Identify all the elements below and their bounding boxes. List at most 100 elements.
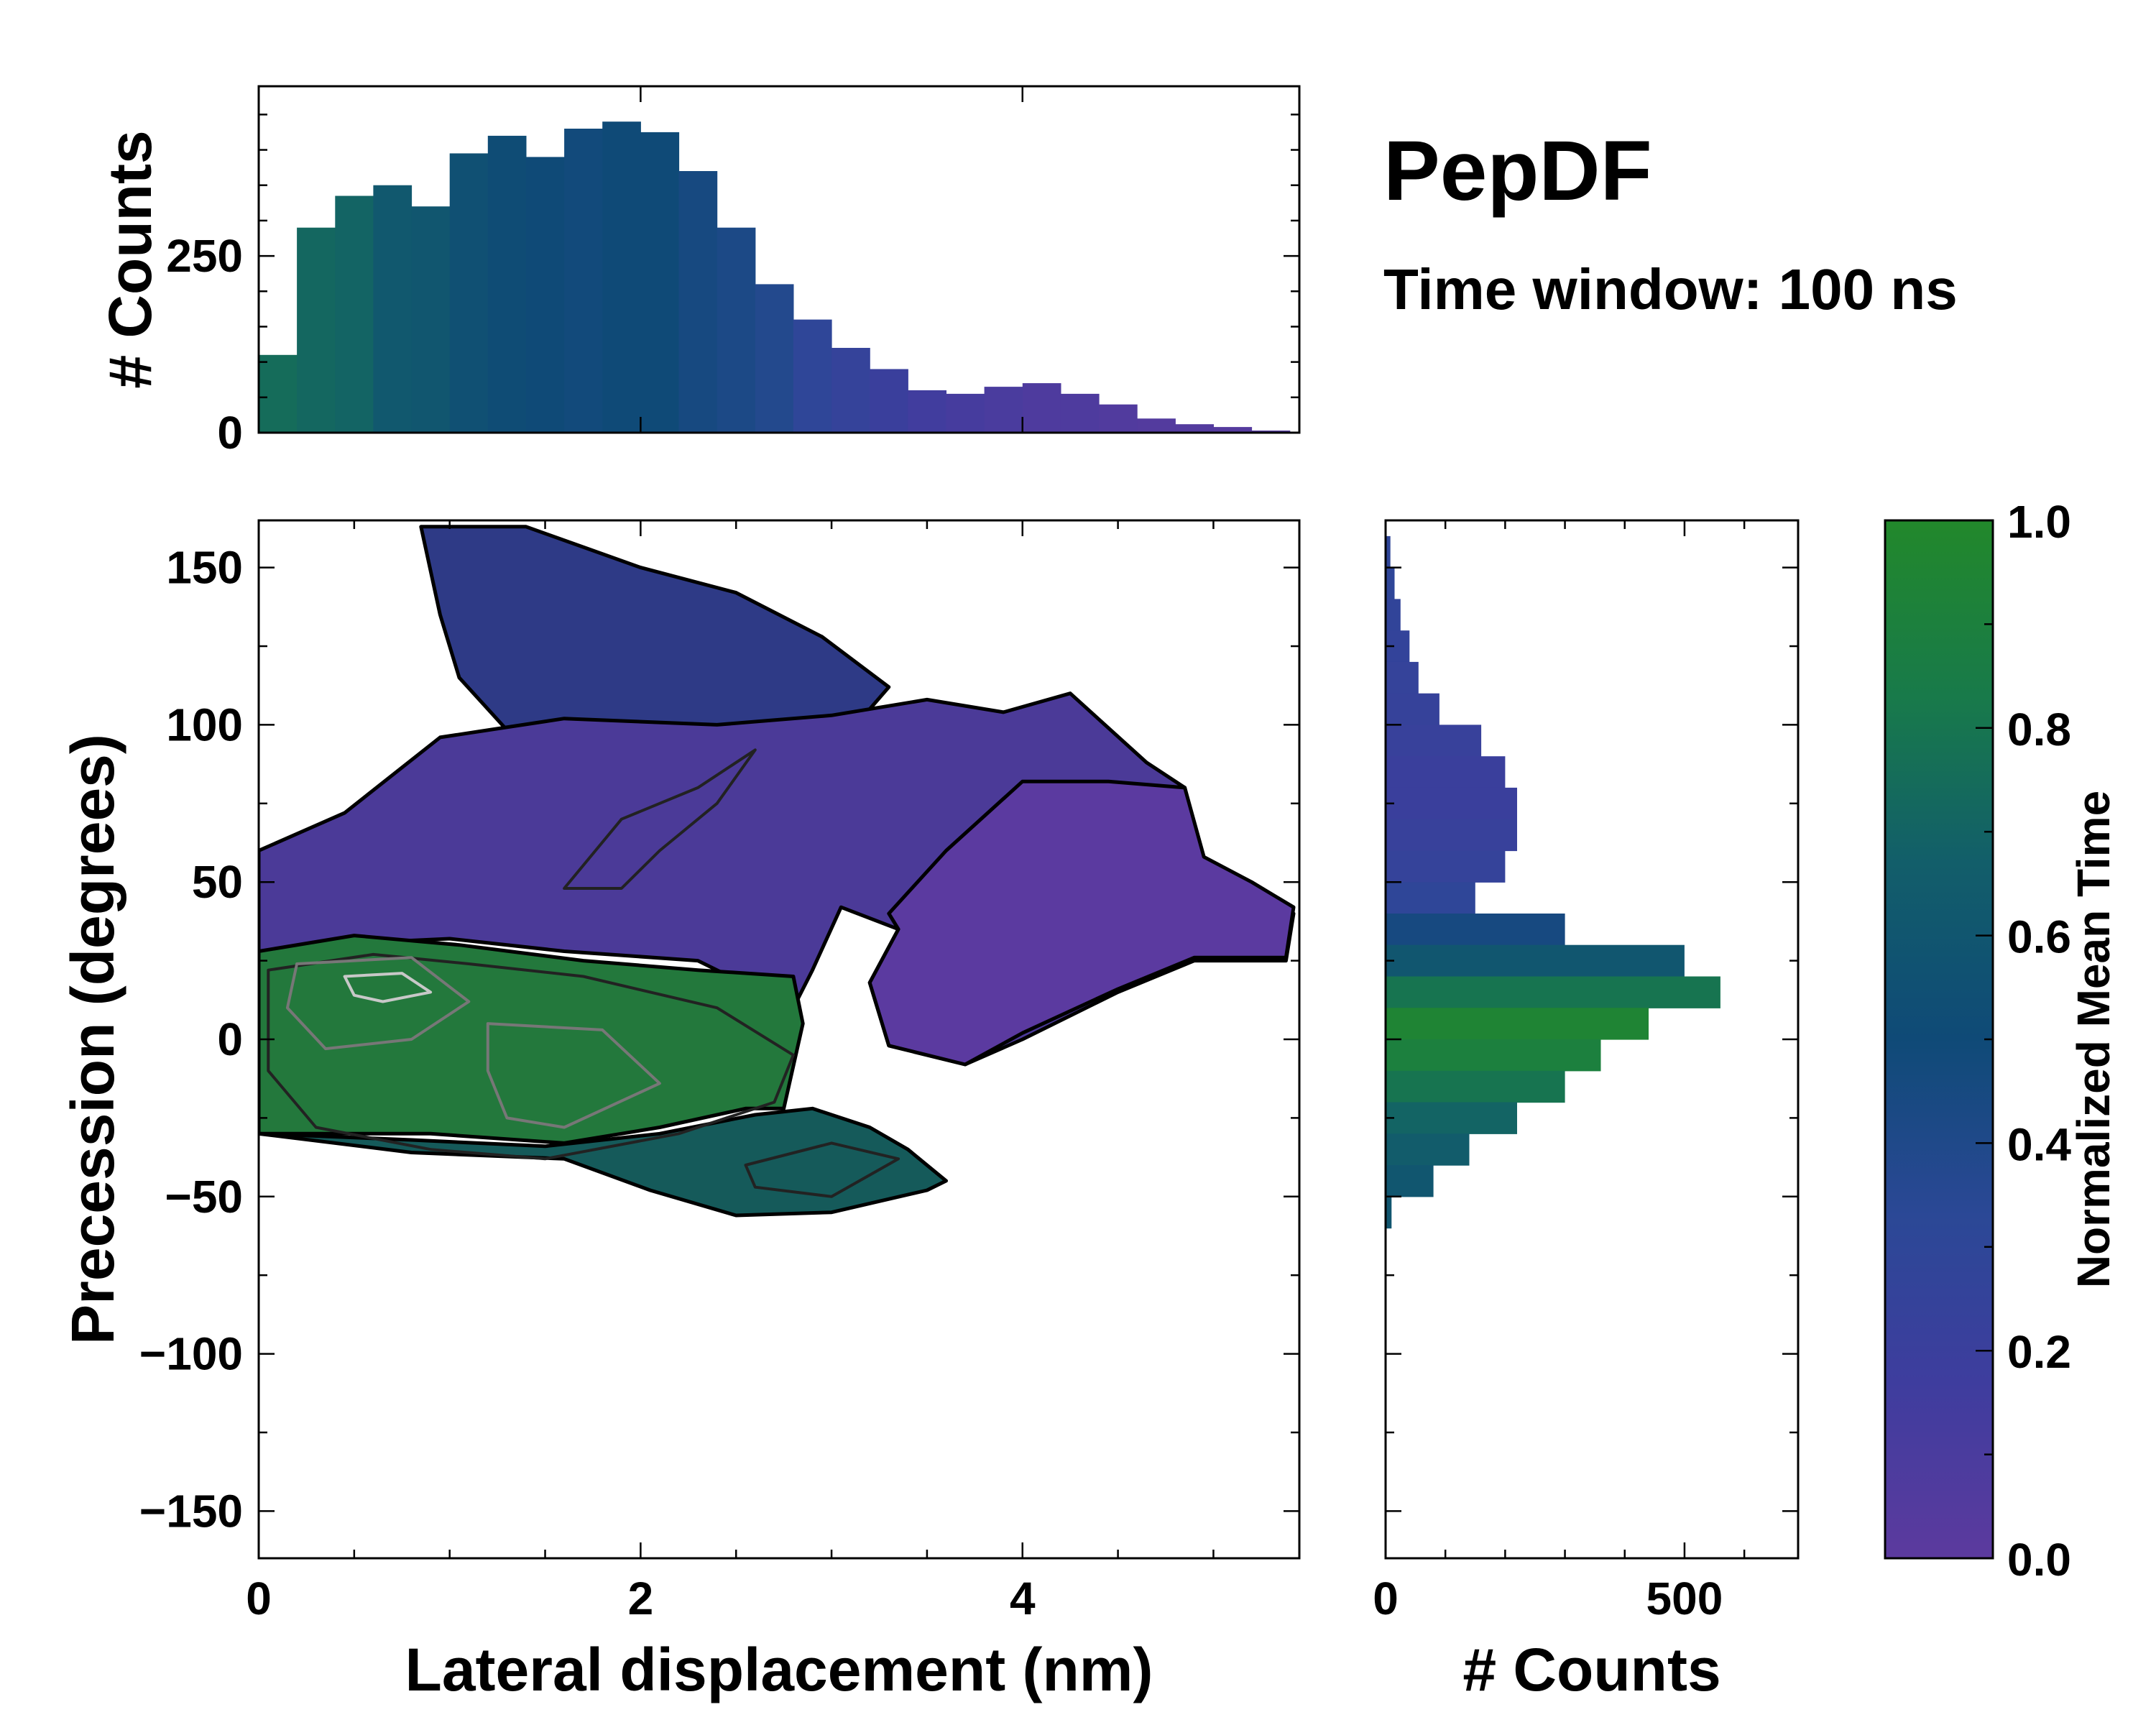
top-histogram-bar (678, 171, 718, 433)
top-histogram-bar (984, 387, 1023, 433)
main-ytick-label: 50 (192, 856, 243, 908)
figure-title: PepDF (1383, 124, 1652, 218)
top-ytick-label: 250 (166, 230, 243, 282)
right-histogram-bar (1386, 914, 1565, 946)
colorbar-tick-label: 1.0 (2007, 496, 2071, 548)
top-histogram-bar (297, 227, 336, 433)
right-histogram-bar (1386, 661, 1419, 694)
top-histogram-bar (487, 135, 527, 433)
main-axis-ticks: 0 2 4 −150 −100 −50 0 50 100 150 (139, 520, 1299, 1624)
contour-line-low (267, 952, 795, 1161)
top-histogram-bar (793, 319, 832, 433)
figure-subtitle: Time window: 100 ns (1383, 257, 1958, 321)
top-histogram-bar (526, 157, 565, 433)
right-xtick-label: 500 (1646, 1573, 1723, 1624)
right-histogram-bar (1386, 882, 1475, 914)
colorbar-tick-label: 0.8 (2007, 704, 2071, 755)
contour-line-high (343, 972, 433, 1003)
heatmap-region-right-lobe (867, 779, 1296, 1067)
main-ylabel: Precession (degrees) (59, 734, 126, 1345)
main-ytick-label: −150 (139, 1485, 243, 1537)
contour-line-mid (486, 1022, 661, 1129)
top-histogram-bar (1022, 383, 1061, 433)
right-histogram-bar (1386, 787, 1517, 820)
top-histogram-bar (717, 227, 756, 433)
main-heatmap-panel: 0 2 4 −150 −100 −50 0 50 100 150 Lateral displace… (59, 519, 1301, 1703)
top-histogram-bar (870, 369, 908, 433)
top-histogram-bar (1137, 418, 1176, 433)
top-histogram-bar (335, 196, 374, 433)
right-histogram-bar (1386, 1008, 1649, 1040)
top-histogram-ticks: 0 250 (166, 86, 1299, 459)
top-histogram-bar (602, 121, 641, 433)
right-histogram-bar (1386, 976, 1720, 1008)
right-histogram-bar (1386, 944, 1685, 978)
right-histogram-bars (1386, 535, 1720, 1229)
top-ytick-label: 0 (217, 407, 243, 459)
colorbar-ticks: 0.0 0.2 0.4 0.6 0.8 1.0 (1976, 496, 2071, 1586)
colorbar-frame (1884, 519, 1994, 1560)
right-histogram-bar (1386, 724, 1482, 757)
main-ytick-label: 150 (166, 542, 243, 594)
heatmap-contours (267, 748, 900, 1198)
right-histogram-bar (1386, 1165, 1434, 1197)
main-xtick-label: 2 (628, 1573, 654, 1624)
top-histogram-bar (564, 129, 603, 433)
top-histogram-bar (449, 153, 489, 433)
right-histogram-bar (1386, 599, 1401, 631)
right-histogram-bar (1386, 756, 1506, 788)
top-histogram-bar (1099, 404, 1138, 433)
right-histogram-bar (1386, 693, 1439, 726)
right-histogram-bar (1386, 567, 1395, 599)
top-histogram-bar (1213, 427, 1253, 433)
main-heatmap-frame (257, 519, 1301, 1560)
top-histogram-panel: 0 250 # Counts (96, 85, 1301, 459)
right-histogram-frame (1384, 519, 1800, 1560)
top-histogram-bar (373, 185, 413, 433)
top-histogram-bar (411, 206, 451, 433)
right-histogram-ticks: 0 500 (1373, 520, 1798, 1624)
colorbar-tick-label: 0.2 (2007, 1326, 2071, 1378)
contour-line-low (563, 748, 757, 890)
colorbar-tick-label: 0.6 (2007, 911, 2071, 963)
right-histogram-bar (1386, 819, 1517, 852)
right-histogram-panel: 0 500 # Counts (1373, 519, 1800, 1703)
right-histogram-bar (1386, 535, 1391, 569)
right-histogram-bar (1386, 1102, 1517, 1134)
right-histogram-xlabel: # Counts (1462, 1636, 1720, 1703)
colorbar-gradient (1885, 520, 1993, 1558)
main-ytick-label: 0 (217, 1013, 243, 1065)
main-ytick-label: 100 (166, 699, 243, 750)
right-histogram-bar (1386, 1039, 1601, 1072)
main-ytick-label: −100 (139, 1328, 243, 1380)
top-histogram-bar (259, 354, 298, 433)
colorbar-tick-label: 0.0 (2007, 1534, 2071, 1586)
right-histogram-bar (1386, 1133, 1470, 1166)
top-histogram-bar (1060, 393, 1100, 433)
top-histogram-bar (1175, 424, 1214, 433)
right-histogram-bar (1386, 1196, 1392, 1229)
top-histogram-bar (640, 132, 680, 433)
top-histogram-bar (946, 393, 985, 433)
colorbar: 0.0 0.2 0.4 0.6 0.8 1.0 Normalized Mean Time (1884, 496, 2119, 1586)
contour-line-mid (285, 956, 471, 1051)
right-histogram-bar (1386, 1070, 1565, 1103)
heatmap-region-green-core (259, 934, 805, 1145)
heatmap-regions (259, 525, 1296, 1218)
top-histogram-bars (259, 121, 1291, 433)
main-xtick-label: 0 (246, 1573, 272, 1624)
top-histogram-bar (755, 284, 794, 433)
contour-line-low (744, 1141, 900, 1198)
colorbar-label: Normalized Mean Time (2068, 791, 2119, 1288)
top-histogram-ylabel: # Counts (96, 130, 164, 388)
main-xtick-label: 4 (1010, 1573, 1036, 1624)
top-histogram-bar (831, 348, 870, 433)
top-histogram-bar (908, 390, 946, 433)
right-histogram-bar (1386, 850, 1506, 883)
main-ytick-label: −50 (165, 1171, 243, 1223)
colorbar-tick-label: 0.4 (2007, 1118, 2071, 1170)
top-histogram-frame (257, 85, 1301, 434)
right-xtick-label: 0 (1373, 1573, 1399, 1624)
main-xlabel: Lateral displacement (nm) (405, 1636, 1153, 1703)
